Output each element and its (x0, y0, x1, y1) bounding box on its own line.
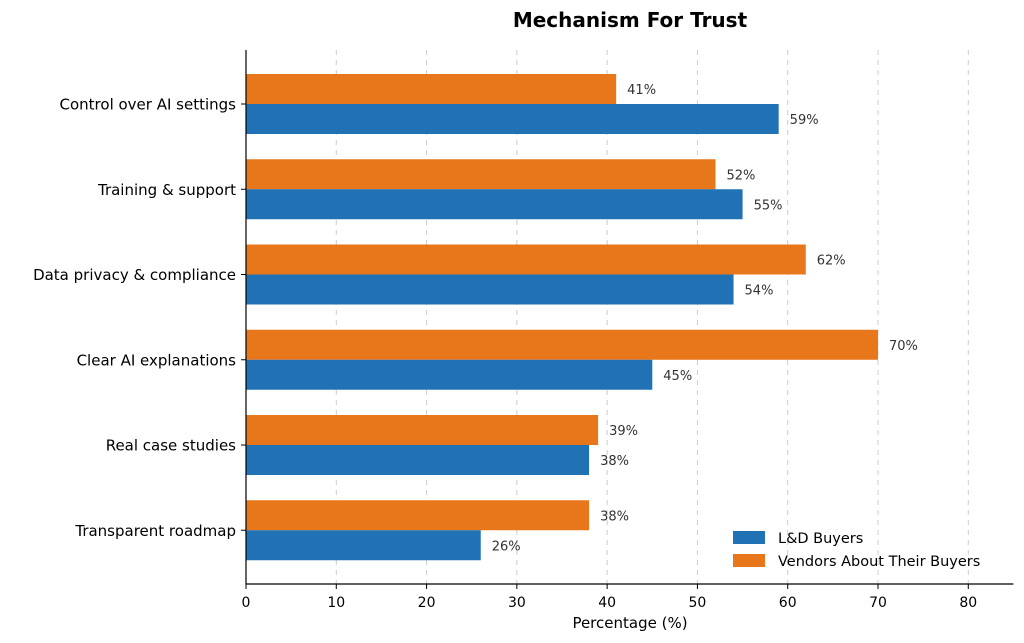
data-label-vendors: 70% (889, 339, 918, 354)
category-label: Transparent roadmap (74, 522, 236, 540)
x-axis-title: Percentage (%) (572, 614, 687, 632)
bar-vendors (246, 415, 599, 445)
data-label-vendors: 39% (609, 424, 638, 439)
bar-ld-buyers (246, 274, 734, 305)
x-tick-label: 60 (779, 595, 797, 611)
bar-vendors (246, 500, 590, 531)
bar-ld-buyers (246, 104, 779, 134)
data-label-ld-buyers: 59% (790, 113, 819, 128)
data-label-vendors: 62% (817, 254, 846, 269)
data-label-ld-buyers: 54% (745, 284, 774, 299)
x-tick-label: 10 (327, 595, 345, 611)
data-label-vendors: 52% (726, 168, 755, 183)
data-label-ld-buyers: 38% (600, 454, 629, 469)
x-tick-label: 50 (689, 595, 707, 611)
x-tick-label: 40 (598, 595, 616, 611)
legend-label-vendors: Vendors About Their Buyers (778, 554, 980, 570)
category-label: Training & support (97, 181, 236, 199)
category-label: Real case studies (106, 437, 236, 455)
bar-ld-buyers (246, 445, 590, 475)
category-label: Data privacy & compliance (33, 266, 236, 284)
bar-ld-buyers (246, 359, 653, 390)
category-label: Control over AI settings (60, 96, 237, 114)
x-tick-label: 30 (508, 595, 526, 611)
bar-vendors (246, 244, 806, 275)
data-label-vendors: 41% (627, 83, 656, 98)
legend-label-ld-buyers: L&D Buyers (778, 531, 863, 547)
bar-vendors (246, 329, 878, 360)
x-tick-label: 0 (242, 595, 251, 611)
data-labels: 41% 59% 52% 55% 62% 54% 70% 45% 39% 38% 38% 26% (492, 83, 918, 554)
bars (246, 74, 878, 561)
x-tick-label: 70 (869, 595, 887, 611)
bar-ld-buyers (246, 530, 481, 561)
axes: Control over AI settings Training & suppo… (33, 50, 1014, 611)
legend-swatch-ld-buyers (733, 531, 765, 544)
x-tick-label: 20 (418, 595, 436, 611)
data-label-ld-buyers: 55% (754, 198, 783, 213)
data-label-ld-buyers: 45% (663, 369, 692, 384)
data-label-ld-buyers: 26% (492, 539, 521, 554)
bar-vendors (246, 159, 716, 190)
chart-title: Mechanism For Trust (513, 8, 748, 32)
data-label-vendors: 38% (600, 509, 629, 524)
category-label: Clear AI explanations (77, 351, 237, 369)
bar-vendors (246, 74, 617, 104)
legend-swatch-vendors (733, 554, 765, 567)
x-tick-label: 80 (959, 595, 977, 611)
grid (335, 50, 969, 584)
bar-ld-buyers (246, 189, 743, 220)
legend: L&D Buyers Vendors About Their Buyers (733, 531, 980, 570)
